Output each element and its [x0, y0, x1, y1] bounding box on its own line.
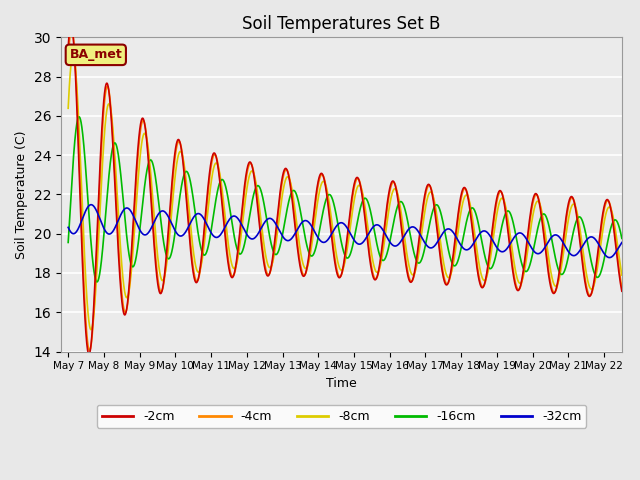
Legend: -2cm, -4cm, -8cm, -16cm, -32cm: -2cm, -4cm, -8cm, -16cm, -32cm	[97, 405, 586, 428]
X-axis label: Time: Time	[326, 377, 357, 390]
Title: Soil Temperatures Set B: Soil Temperatures Set B	[243, 15, 440, 33]
Y-axis label: Soil Temperature (C): Soil Temperature (C)	[15, 130, 28, 259]
Text: BA_met: BA_met	[70, 48, 122, 61]
